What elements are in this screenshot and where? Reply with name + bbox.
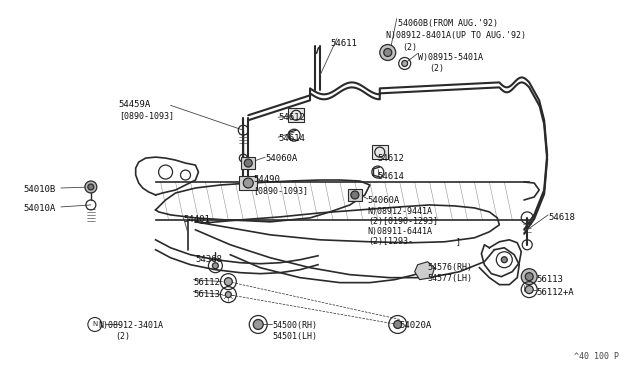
Circle shape xyxy=(525,273,533,280)
Text: 54060A: 54060A xyxy=(368,196,400,205)
Text: 54614: 54614 xyxy=(278,134,305,143)
Circle shape xyxy=(521,269,537,285)
Bar xyxy=(372,145,388,159)
Circle shape xyxy=(402,61,408,67)
Text: 54611: 54611 xyxy=(330,39,357,48)
Circle shape xyxy=(394,321,402,328)
Circle shape xyxy=(501,257,508,263)
Circle shape xyxy=(225,292,231,298)
Text: 56112: 56112 xyxy=(193,278,220,287)
Text: 54612: 54612 xyxy=(278,113,305,122)
Text: W)08915-5401A: W)08915-5401A xyxy=(418,54,483,62)
Bar xyxy=(288,108,304,122)
Text: 54010B: 54010B xyxy=(23,185,56,194)
Text: 54618: 54618 xyxy=(548,213,575,222)
Text: N)08912-8401A(UP TO AUG.'92): N)08912-8401A(UP TO AUG.'92) xyxy=(386,31,525,39)
Text: 54401: 54401 xyxy=(184,215,211,224)
Text: 54501(LH): 54501(LH) xyxy=(272,333,317,341)
Text: N)08912-3401A: N)08912-3401A xyxy=(99,321,164,330)
Circle shape xyxy=(253,320,263,330)
Bar xyxy=(348,189,362,201)
Text: [0890-1093]: [0890-1093] xyxy=(253,186,308,195)
Text: (2): (2) xyxy=(403,42,418,52)
Text: (2): (2) xyxy=(115,333,130,341)
Text: 54490: 54490 xyxy=(253,175,280,184)
Text: 54576(RH): 54576(RH) xyxy=(428,263,472,272)
Text: N)08911-6441A: N)08911-6441A xyxy=(368,227,433,236)
Circle shape xyxy=(351,191,359,199)
Text: 54368: 54368 xyxy=(195,255,222,264)
Text: 54500(RH): 54500(RH) xyxy=(272,321,317,330)
Text: 54459A: 54459A xyxy=(119,100,151,109)
Text: ]: ] xyxy=(456,237,461,246)
Text: N)08912-9441A: N)08912-9441A xyxy=(368,207,433,216)
Bar xyxy=(241,157,255,169)
Text: 54010A: 54010A xyxy=(23,204,56,213)
Circle shape xyxy=(212,263,218,269)
Text: (2): (2) xyxy=(429,64,445,73)
Circle shape xyxy=(244,159,252,167)
Circle shape xyxy=(380,45,396,61)
Text: 54060A: 54060A xyxy=(265,154,298,163)
Text: ^40 100 P: ^40 100 P xyxy=(574,352,619,361)
Bar xyxy=(239,176,257,190)
Circle shape xyxy=(525,286,533,294)
Text: 56113: 56113 xyxy=(193,290,220,299)
Text: 56113: 56113 xyxy=(536,275,563,284)
Circle shape xyxy=(384,48,392,57)
Text: N: N xyxy=(92,321,97,327)
Text: 54577(LH): 54577(LH) xyxy=(428,274,472,283)
Polygon shape xyxy=(415,262,435,280)
Text: (2)[0190-1293]: (2)[0190-1293] xyxy=(368,217,438,226)
Text: 54612: 54612 xyxy=(378,154,404,163)
Text: 56112+A: 56112+A xyxy=(536,288,574,296)
Text: (2)[1293-: (2)[1293- xyxy=(368,237,413,246)
Text: 54060B(FROM AUG.'92): 54060B(FROM AUG.'92) xyxy=(397,19,498,28)
Circle shape xyxy=(225,278,232,286)
Text: [0890-1093]: [0890-1093] xyxy=(119,111,173,120)
Circle shape xyxy=(88,184,94,190)
Text: 54614: 54614 xyxy=(378,172,404,181)
Text: 54020A: 54020A xyxy=(400,321,432,330)
Circle shape xyxy=(243,178,253,188)
Circle shape xyxy=(85,181,97,193)
